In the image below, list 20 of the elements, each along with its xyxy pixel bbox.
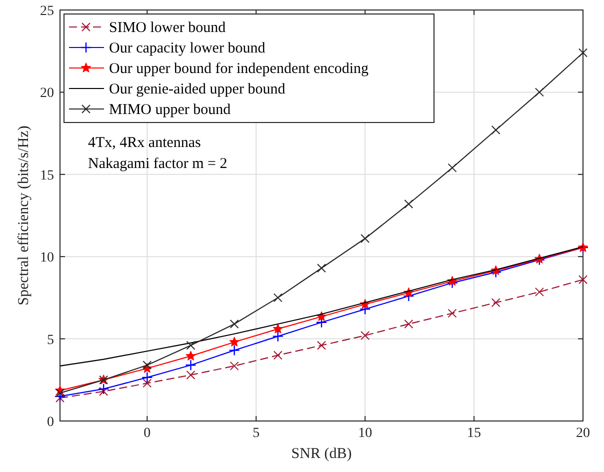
annotation: Nakagami factor m = 2 [88, 156, 228, 172]
annotation: 4Tx, 4Rx antennas [88, 135, 202, 151]
legend-label: MIMO upper bound [109, 102, 232, 118]
y-axis-title: Spectral efficiency (bits/s/Hz) [16, 126, 32, 306]
y-tick-label: 10 [40, 250, 54, 266]
legend-label: SIMO lower bound [109, 20, 226, 36]
x-tick-label: 15 [467, 426, 482, 441]
legend-label: Our genie-aided upper bound [109, 82, 286, 98]
legend-label: Our upper bound for independent encoding [109, 61, 370, 77]
y-tick-label: 25 [40, 4, 54, 19]
y-tick-label: 20 [40, 86, 54, 102]
legend-label: Our capacity lower bound [109, 40, 266, 56]
x-tick-label: 10 [358, 426, 372, 441]
y-tick-label: 15 [40, 168, 54, 184]
y-tick-label: 0 [47, 415, 54, 430]
x-tick-label: 5 [252, 426, 260, 441]
x-tick-label: 20 [576, 426, 590, 441]
x-tick-label: 0 [144, 426, 151, 441]
y-tick-label: 5 [47, 332, 54, 348]
x-axis-title: SNR (dB) [291, 446, 352, 462]
